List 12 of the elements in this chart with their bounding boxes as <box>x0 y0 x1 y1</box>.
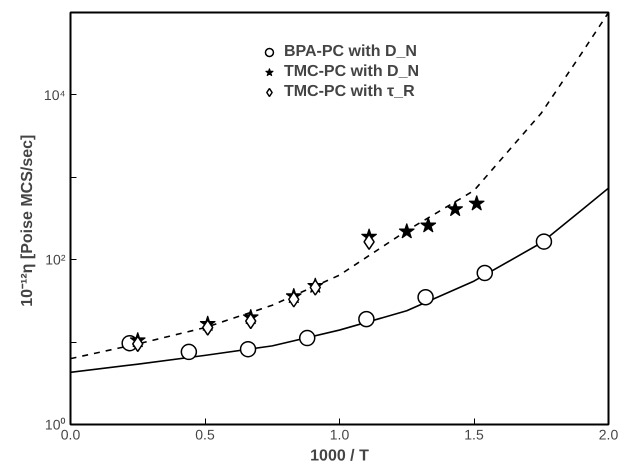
x-axis-title: 1000 / T <box>310 448 370 464</box>
legend-label: BPA-PC with D_N <box>284 43 417 61</box>
x-tick-label: 2.0 <box>598 426 618 442</box>
x-tick-label: 0.5 <box>195 426 215 442</box>
legend-label: TMC-PC with τ_R <box>284 83 415 101</box>
legend-label: TMC-PC with D_N <box>284 63 420 81</box>
y-tick-label: 10² <box>45 252 66 268</box>
y-tick-label: 10⁴ <box>44 86 66 103</box>
x-tick-label: 1.5 <box>464 426 484 442</box>
x-tick-label: 0.0 <box>60 426 80 442</box>
y-axis-title: 10⁻¹²η [Poise MCS/sec] <box>18 134 36 307</box>
x-tick-label: 1.0 <box>330 426 350 442</box>
